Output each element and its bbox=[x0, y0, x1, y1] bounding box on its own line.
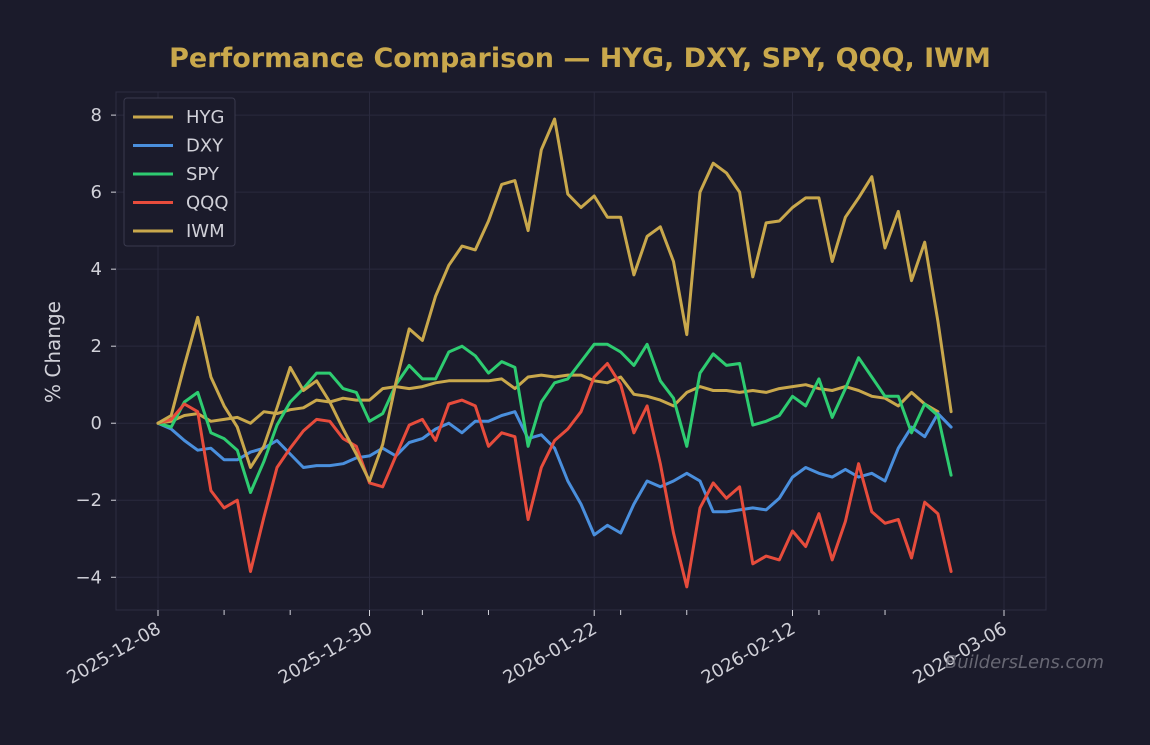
legend-label-qqq: QQQ bbox=[186, 193, 229, 214]
watermark: BuildersLens.com bbox=[945, 652, 1104, 673]
y-tick-label: −4 bbox=[75, 567, 102, 588]
grid-lines bbox=[116, 92, 1046, 610]
series-line-spy bbox=[156, 342, 953, 494]
series-line-qqq bbox=[156, 362, 953, 589]
legend-label-spy: SPY bbox=[186, 164, 220, 185]
series-line-hyg bbox=[156, 373, 940, 425]
y-axis-label: % Change bbox=[41, 301, 65, 403]
legend-label-iwm: IWM bbox=[186, 221, 225, 242]
y-tick-label: 0 bbox=[91, 413, 102, 434]
legend-label-dxy: DXY bbox=[186, 136, 224, 157]
y-tick-label: −2 bbox=[75, 490, 102, 511]
y-tick-label: 6 bbox=[91, 182, 102, 203]
legend-items: HYG DXY SPY QQQ IWM bbox=[133, 107, 229, 242]
plot-frame bbox=[115, 91, 1047, 611]
legend-box bbox=[123, 97, 236, 247]
series-line-dxy bbox=[156, 410, 953, 537]
y-tick-label: 8 bbox=[91, 105, 102, 126]
y-tick-label: 2 bbox=[91, 336, 102, 357]
series-line-iwm bbox=[156, 117, 953, 483]
y-tick-label: 4 bbox=[91, 259, 102, 280]
series-lines bbox=[156, 117, 953, 589]
legend: HYG DXY SPY QQQ IWM bbox=[123, 97, 236, 247]
legend-label-hyg: HYG bbox=[186, 107, 224, 128]
chart-title: Performance Comparison — HYG, DXY, SPY, … bbox=[169, 43, 991, 74]
